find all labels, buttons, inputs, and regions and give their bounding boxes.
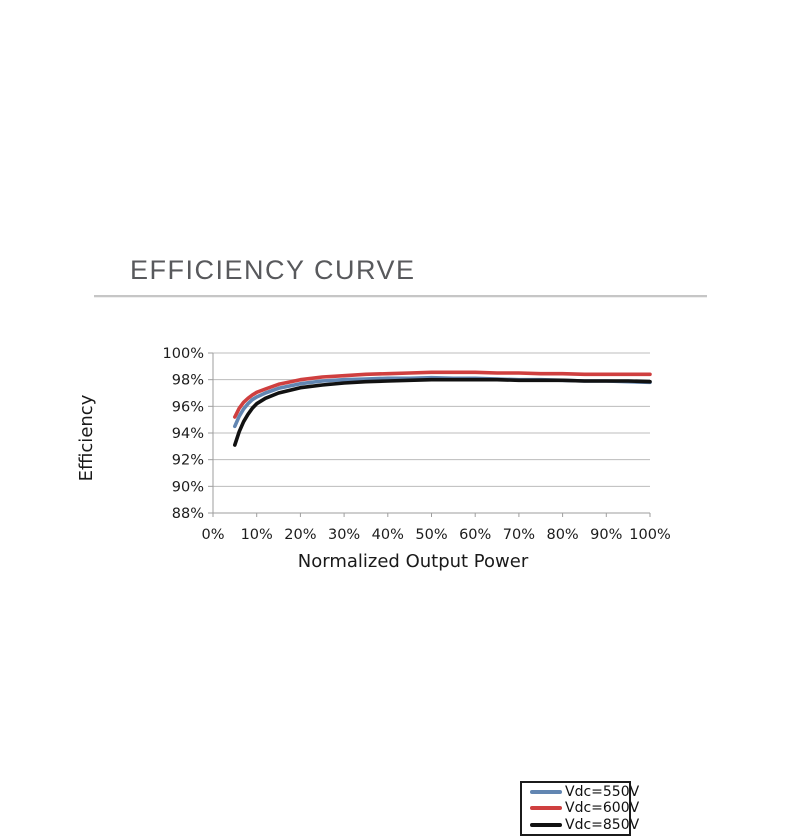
y-tick-label: 96%	[172, 399, 204, 415]
legend-swatch-vdc-600v	[530, 806, 562, 811]
x-tick-label: 100%	[629, 527, 670, 543]
x-tick-label: 30%	[328, 527, 360, 543]
x-axis-title: Normalized Output Power	[297, 551, 529, 572]
y-tick-label: 88%	[172, 506, 204, 522]
legend-item-vdc-850v: Vdc=850V	[530, 817, 639, 833]
x-tick-label: 90%	[590, 527, 622, 543]
legend-label: Vdc=850V	[565, 816, 640, 833]
y-tick-label: 90%	[172, 479, 204, 495]
y-tick-label: 92%	[172, 453, 204, 469]
legend-swatch-vdc-850v	[530, 822, 562, 827]
x-tick-label: 20%	[284, 527, 316, 543]
chart-legend: Vdc=550V Vdc=600V Vdc=850V	[520, 781, 639, 836]
x-tick-label: 80%	[546, 527, 578, 543]
series-line-vdc-850v	[233, 377, 652, 447]
efficiency-chart: 88% 90% 92% 94% 96% 98% 100% 0% 10% 20% 30% 40% 50% 6…	[90, 338, 700, 836]
page-title: EFFICIENCY CURVE	[130, 255, 416, 285]
y-tick-label: 100%	[163, 346, 204, 362]
series-line-vdc-550v	[233, 375, 652, 429]
legend-label: Vdc=550V	[565, 784, 640, 801]
chart-plot-area: 88% 90% 92% 94% 96% 98% 100% 0% 10% 20% 30% 40% 50% 6…	[163, 346, 671, 543]
legend-item-vdc-550v: Vdc=550V	[530, 784, 639, 800]
x-tick-label: 70%	[503, 527, 535, 543]
x-tick-label: 0%	[201, 527, 224, 543]
y-tick-label: 98%	[172, 373, 204, 389]
title-divider	[94, 295, 707, 298]
x-tick-label: 50%	[415, 527, 447, 543]
legend-swatch-vdc-550v	[530, 790, 562, 795]
x-tick-label: 60%	[459, 527, 491, 543]
x-tick-label: 10%	[241, 527, 273, 543]
x-tick-label: 40%	[372, 527, 404, 543]
legend-label: Vdc=600V	[565, 800, 640, 817]
legend-item-vdc-600v: Vdc=600V	[530, 800, 639, 816]
y-axis-title: Efficiency	[76, 394, 97, 482]
y-tick-label: 94%	[172, 426, 204, 442]
series-line-vdc-600v	[233, 370, 652, 419]
